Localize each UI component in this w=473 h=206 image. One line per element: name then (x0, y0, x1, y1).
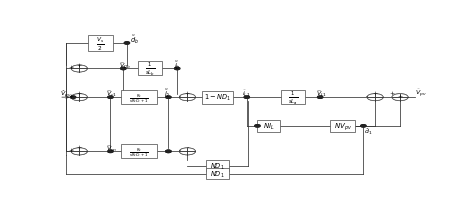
Circle shape (71, 94, 88, 101)
Circle shape (317, 97, 323, 99)
Circle shape (175, 68, 180, 70)
Circle shape (108, 97, 113, 99)
Circle shape (166, 97, 171, 99)
Circle shape (179, 148, 195, 155)
Circle shape (121, 68, 126, 70)
Circle shape (108, 151, 113, 153)
Circle shape (166, 151, 171, 153)
Text: $\widehat{V}_{Db}$: $\widehat{V}_{Db}$ (119, 60, 131, 70)
Text: $\tilde{i}_2$: $\tilde{i}_2$ (164, 87, 170, 100)
Text: $\tilde{i}_{L1}$: $\tilde{i}_{L1}$ (242, 89, 251, 98)
Text: $\frac{R_c}{sR_cC_c+1}$: $\frac{R_c}{sR_cC_c+1}$ (129, 145, 149, 158)
Circle shape (108, 97, 113, 99)
Circle shape (255, 125, 260, 127)
Text: +: + (389, 91, 394, 96)
Circle shape (71, 148, 88, 155)
Circle shape (367, 94, 383, 101)
Text: +: + (69, 65, 74, 70)
FancyBboxPatch shape (330, 121, 355, 132)
Circle shape (71, 94, 88, 101)
Text: +: + (69, 147, 74, 152)
Circle shape (361, 125, 366, 127)
Text: $ND_1$: $ND_1$ (210, 169, 225, 179)
Circle shape (166, 151, 171, 153)
Circle shape (392, 94, 408, 101)
Text: +: + (77, 145, 82, 150)
Circle shape (166, 97, 171, 99)
Text: $\widehat{V}_{cn}$: $\widehat{V}_{cn}$ (106, 142, 117, 153)
Circle shape (124, 43, 130, 45)
Text: +: + (77, 62, 82, 67)
FancyBboxPatch shape (121, 145, 158, 159)
Circle shape (179, 94, 195, 101)
FancyBboxPatch shape (121, 91, 158, 105)
Circle shape (70, 97, 76, 99)
Circle shape (121, 68, 126, 70)
FancyBboxPatch shape (138, 62, 163, 76)
Text: $\frac{R_c}{sR_cC_c+1}$: $\frac{R_c}{sR_cC_c+1}$ (129, 91, 149, 104)
FancyBboxPatch shape (206, 169, 229, 179)
Text: +: + (397, 94, 403, 99)
FancyBboxPatch shape (206, 160, 229, 171)
FancyBboxPatch shape (88, 36, 113, 51)
Text: $ND_1$: $ND_1$ (210, 161, 225, 171)
Text: $\tilde{d}_b$: $\tilde{d}_b$ (130, 33, 139, 46)
Text: $\frac{1}{sL_a}$: $\frac{1}{sL_a}$ (288, 89, 298, 106)
Text: -: - (178, 94, 181, 99)
Text: $\widehat{V}_{c1}$: $\widehat{V}_{c1}$ (106, 88, 117, 99)
Circle shape (71, 66, 88, 73)
Circle shape (255, 125, 260, 127)
Text: +: + (77, 91, 82, 96)
FancyBboxPatch shape (202, 91, 233, 104)
Circle shape (71, 148, 88, 155)
Text: $\tilde{i}_b$: $\tilde{i}_b$ (174, 59, 181, 71)
Text: -: - (186, 145, 189, 150)
Circle shape (179, 148, 195, 155)
Circle shape (361, 125, 366, 127)
Circle shape (367, 94, 383, 101)
Text: $\hat{d}_1$: $\hat{d}_1$ (365, 125, 373, 136)
Text: $\frac{V_s}{2}$: $\frac{V_s}{2}$ (96, 35, 105, 53)
Text: $NV_{pv}$: $NV_{pv}$ (334, 121, 352, 132)
Text: +: + (373, 91, 378, 96)
Text: $\widehat{V}_{L1}$: $\widehat{V}_{L1}$ (316, 88, 327, 99)
Circle shape (108, 151, 113, 153)
Circle shape (175, 68, 180, 70)
Circle shape (317, 97, 323, 99)
Text: +: + (69, 94, 74, 99)
Circle shape (392, 94, 408, 101)
Text: +: + (185, 91, 190, 96)
FancyBboxPatch shape (280, 91, 306, 105)
Circle shape (124, 43, 130, 45)
Text: $\tilde{V}_{pv}$: $\tilde{V}_{pv}$ (415, 87, 427, 98)
Circle shape (244, 97, 249, 99)
Circle shape (179, 94, 195, 101)
Text: $\hat{V}_{pv}$: $\hat{V}_{pv}$ (60, 88, 71, 99)
Circle shape (71, 66, 88, 73)
Text: -: - (178, 147, 181, 152)
FancyBboxPatch shape (257, 121, 280, 132)
Text: $\frac{1}{sL_b}$: $\frac{1}{sL_b}$ (145, 61, 155, 78)
Circle shape (244, 97, 249, 99)
Circle shape (166, 151, 171, 153)
Text: -: - (366, 94, 368, 99)
Circle shape (70, 97, 76, 99)
Text: $NI_L$: $NI_L$ (263, 121, 275, 131)
Text: $1-ND_1$: $1-ND_1$ (204, 93, 231, 103)
